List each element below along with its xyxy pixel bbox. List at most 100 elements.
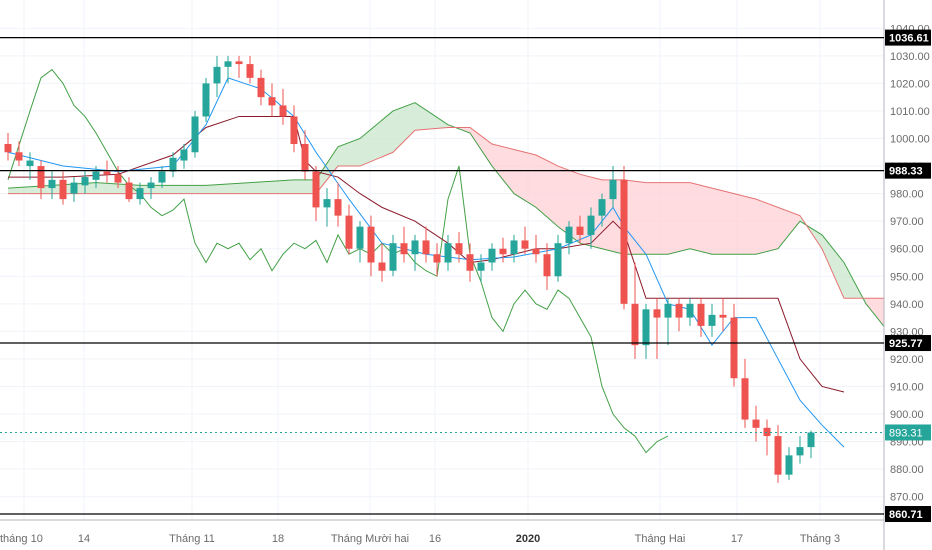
cloud-segment-bullish	[140, 185, 206, 194]
candle-body	[268, 97, 276, 106]
candle-body	[708, 314, 716, 326]
candle-body	[796, 447, 804, 456]
price-axis[interactable]: 870.00880.00890.00900.00910.00920.00930.…	[883, 0, 932, 550]
cloud-segment-bearish	[690, 182, 712, 255]
time-tick-label: tháng 10	[0, 533, 43, 545]
cloud-segment-bullish	[206, 182, 250, 194]
candle-body	[180, 149, 188, 161]
time-tick-label: Tháng Mười hai	[331, 533, 409, 545]
price-tick-label: 1020.00	[890, 78, 930, 90]
candle-body	[169, 157, 177, 172]
candle-body	[4, 144, 12, 153]
price-tick-label: 950.00	[890, 271, 924, 283]
candle-body	[125, 182, 133, 200]
candle-body	[103, 171, 111, 175]
candle-body	[642, 309, 650, 346]
cloud-segment-bearish	[756, 199, 778, 255]
candle-body	[763, 427, 771, 437]
candle-body	[576, 226, 584, 235]
cloud-segment-bearish	[866, 298, 888, 332]
candle-body	[785, 455, 793, 475]
candle-body	[565, 226, 573, 244]
candle-body	[367, 226, 375, 263]
price-level-label: 1036.61	[885, 29, 931, 46]
candle-body	[422, 240, 430, 255]
price-axis-background	[884, 0, 932, 550]
price-tick-label: 870.00	[890, 492, 924, 504]
candle-body	[92, 171, 100, 180]
candle-body	[521, 240, 529, 249]
price-tick-label: 1000.00	[890, 133, 930, 145]
candle-body	[334, 199, 342, 216]
horizontal-levels: 1036.61 988.33 925.77 860.71 893.31	[0, 29, 931, 522]
price-tick-label: 920.00	[890, 354, 924, 366]
candle-body	[741, 378, 749, 420]
grid	[0, 0, 884, 520]
candle-body	[510, 240, 518, 255]
candle-body	[620, 179, 628, 304]
candle-body	[37, 166, 45, 189]
time-tick-label: Tháng Hai	[635, 533, 686, 545]
cloud-segment-bullish	[822, 234, 844, 299]
candle-body	[807, 432, 815, 448]
price-level-label: 925.77	[885, 335, 931, 352]
cloud-segment-bullish	[338, 138, 360, 167]
price-tick-label: 1010.00	[890, 106, 930, 118]
current-price-text: 893.31	[889, 427, 923, 439]
cloud-segment-bullish	[360, 110, 393, 167]
time-tick-label: 17	[731, 533, 743, 545]
price-level-badge	[885, 29, 931, 46]
cloud-segment-bearish	[646, 182, 668, 255]
time-tick-label: 16	[429, 533, 441, 545]
candle-body	[158, 171, 166, 183]
time-tick-label: 2020	[516, 533, 540, 545]
cloud-segment-bullish	[415, 102, 448, 131]
time-tick-label: Tháng 11	[169, 533, 215, 545]
price-level-text: 925.77	[889, 338, 923, 350]
candle-body	[323, 199, 331, 208]
cloud-segment-bearish	[602, 179, 624, 255]
time-tick-label: Tháng 3	[800, 533, 840, 545]
time-tick-label: 14	[78, 533, 90, 545]
cloud-segment-bearish	[734, 193, 756, 255]
price-level-label: 860.71	[885, 506, 931, 522]
price-tick-label: 980.00	[890, 189, 924, 201]
candle-body	[554, 243, 562, 277]
candle-body	[257, 77, 265, 98]
candle-body	[664, 303, 672, 318]
candle-body	[587, 215, 595, 235]
candle-body	[224, 61, 232, 67]
cloud-segment-bearish	[536, 155, 558, 227]
price-level-text: 988.33	[889, 166, 923, 178]
candle-body	[774, 436, 782, 475]
candle-body	[686, 303, 694, 318]
candle-body	[59, 179, 67, 200]
candlestick-series	[4, 55, 815, 483]
candle-body	[345, 215, 353, 249]
candle-body	[675, 303, 683, 318]
candle-body	[356, 226, 364, 249]
current-price-label: 893.31	[885, 424, 931, 441]
candle-body	[488, 248, 496, 263]
candle-body	[70, 182, 78, 194]
cloud-segment-bearish	[470, 127, 492, 167]
cloud-segment-bearish	[492, 144, 514, 194]
candle-body	[81, 177, 89, 186]
candle-body	[301, 144, 309, 172]
price-level-text: 860.71	[889, 509, 923, 521]
candle-body	[455, 243, 463, 255]
leading-span-b-line	[8, 126, 910, 299]
price-tick-label: 1030.00	[890, 51, 930, 63]
cloud-segment-bullish	[294, 179, 316, 194]
candle-body	[15, 152, 23, 161]
price-level-badge	[885, 162, 931, 179]
candle-body	[719, 314, 727, 318]
time-axis[interactable]: tháng 10 14 Tháng 11 18 Tháng Mười hai 16 2020…	[0, 519, 884, 545]
cloud-segment-bearish	[514, 149, 536, 208]
candle-body	[466, 254, 474, 271]
cloud-segment-bearish	[668, 182, 690, 255]
candle-body	[389, 243, 397, 271]
candle-body	[631, 303, 639, 346]
candle-body	[235, 61, 243, 65]
